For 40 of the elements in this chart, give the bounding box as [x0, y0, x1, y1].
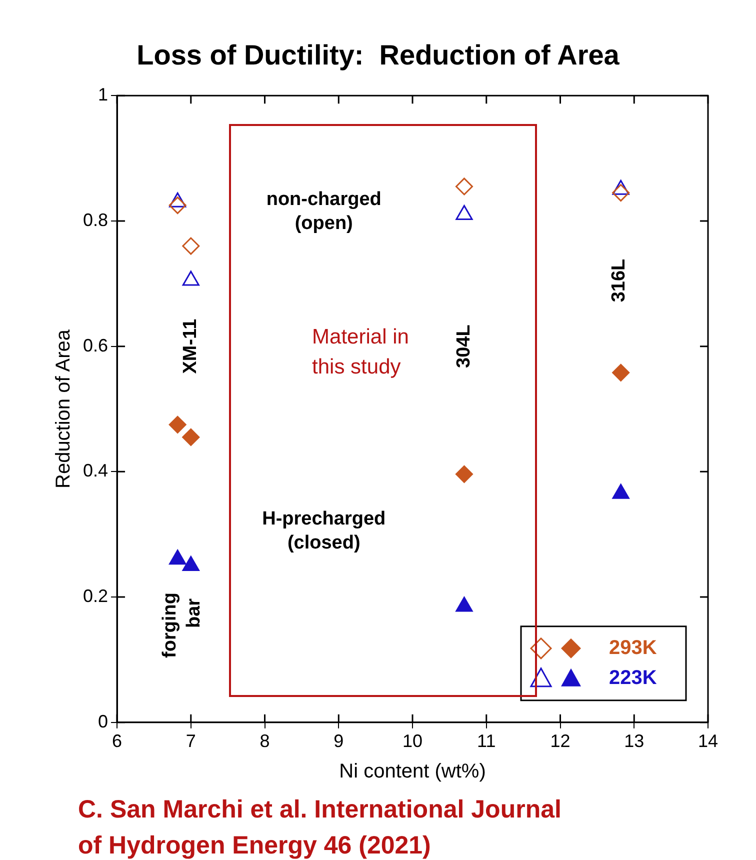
x-tick-label: 10	[402, 731, 423, 752]
annotation: XM-11	[180, 318, 202, 374]
point	[612, 484, 630, 499]
x-tick-label: 14	[698, 731, 718, 752]
x-tick-label: 12	[550, 731, 570, 752]
point	[455, 178, 473, 196]
annotation: 304L	[453, 324, 474, 368]
y-axis-title: Reduction of Area	[52, 328, 75, 488]
chart-title: Loss of Ductility: Reduction of Area	[136, 40, 620, 71]
y-tick-label: 0.4	[82, 460, 108, 481]
x-axis-title: Ni content (wt%)	[339, 760, 486, 783]
x-tick-label: 7	[186, 731, 196, 752]
x-tick-label: 13	[624, 731, 644, 752]
point	[612, 364, 630, 382]
point	[182, 556, 200, 571]
point	[612, 184, 630, 202]
annotation: 316L	[608, 258, 630, 302]
text: C. San Marchi et al. International Journal of Hydrogen Energy 46 (2021)	[78, 795, 562, 860]
annotation: forging bar	[159, 592, 204, 658]
legend-label: 223K	[609, 666, 658, 689]
annotation: non-charged (open)	[266, 188, 382, 234]
y-tick-label: 0.8	[82, 210, 108, 230]
y-tick-label: 0.2	[82, 586, 108, 606]
y-tick-label: 0	[98, 711, 108, 732]
annotation: H-precharged (closed)	[262, 508, 386, 554]
point	[455, 465, 473, 483]
y-tick-label: 0.6	[82, 335, 108, 356]
point	[168, 196, 186, 214]
annotation: Material in this study	[312, 325, 409, 378]
point	[169, 550, 186, 565]
x-tick-label: 8	[260, 731, 270, 752]
point	[182, 428, 200, 446]
y-tick-label: 1	[98, 84, 108, 105]
x-tick-label: 6	[112, 731, 122, 752]
point	[182, 237, 200, 255]
point	[456, 596, 473, 612]
legend-label: 293K	[609, 636, 658, 659]
x-tick-label: 11	[477, 731, 496, 752]
x-tick-label: 9	[334, 731, 344, 752]
point	[168, 416, 186, 434]
